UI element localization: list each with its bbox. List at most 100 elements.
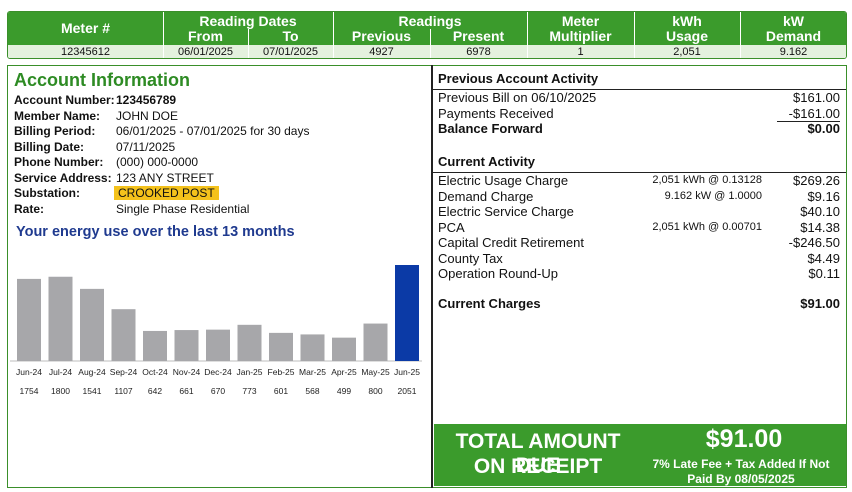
header-meter-number: Meter # [60, 20, 111, 36]
header-usage: Usage [665, 28, 709, 44]
bar-may-25 [363, 323, 388, 361]
header-present: Present [452, 28, 505, 44]
value-kwh-usage: 2,051 [673, 46, 701, 58]
line-label: Electric Service Charge [438, 204, 574, 219]
x-tick-label: Dec-24 [204, 367, 232, 377]
charge-row: Electric Service Charge $40.10 [438, 204, 840, 219]
payments-received-row: Payments Received -$161.00 [438, 105, 840, 122]
header-from: From [188, 28, 223, 44]
x-tick-label: Mar-25 [299, 367, 326, 377]
bar-value-label: 800 [368, 386, 382, 396]
bar-feb-25 [269, 332, 293, 361]
bar-value-label: 1107 [114, 386, 133, 396]
line-detail: 2,051 kWh @ 0.00701 [652, 220, 762, 233]
column-divider [248, 29, 249, 58]
energy-use-title: Your energy use over the last 13 months [16, 224, 295, 240]
charge-row: Capital Credit Retirement -$246.50 [438, 235, 840, 250]
bar-value-label: 1800 [51, 386, 70, 396]
column-divider [333, 12, 334, 58]
previous-bill-row: Previous Bill on 06/10/2025 $161.00 [438, 90, 840, 105]
line-label: Demand Charge [438, 188, 534, 204]
x-tick-label: Jan-25 [237, 367, 263, 377]
header-kw: kW [783, 13, 804, 29]
line-label: Electric Usage Charge [438, 173, 569, 188]
total-amount: $91.00 [705, 425, 783, 453]
charge-row: Operation Round-Up $0.11 [438, 266, 840, 281]
x-tick-label: Jun-25 [394, 367, 420, 377]
x-tick-label: Oct-24 [142, 367, 168, 377]
rate-value: Single Phase Residential [116, 201, 250, 216]
line-label: Balance Forward [438, 121, 543, 136]
charge-row: Demand Charge 9.162 kW @ 1.0000 $9.16 [438, 189, 840, 204]
bar-value-label: 1541 [83, 386, 102, 396]
line-label: Payments Received [438, 105, 554, 121]
bar-value-label: 601 [274, 386, 288, 396]
current-charges-amount: $91.00 [800, 296, 840, 311]
value-present: 6978 [466, 46, 491, 58]
header-demand: Demand [765, 28, 822, 44]
value-to: 07/01/2025 [262, 46, 319, 58]
info-label: Phone Number: [14, 155, 104, 169]
line-detail: 9.162 kW @ 1.0000 [664, 189, 762, 202]
line-label: PCA [438, 219, 465, 235]
info-label: Account Number: [14, 93, 115, 107]
bar-value-label: 773 [242, 386, 256, 396]
billing-activity-panel: Previous Account Activity Previous Bill … [431, 65, 847, 488]
value-from: 06/01/2025 [177, 46, 234, 58]
header-to: To [282, 28, 299, 44]
line-label: Previous Bill on 06/10/2025 [438, 90, 597, 105]
bar-value-label: 568 [305, 386, 319, 396]
header-kwh: kWh [672, 13, 702, 29]
line-label: Operation Round-Up [438, 266, 558, 281]
bar-jul-24 [48, 276, 73, 361]
account-information-panel: Account Information Account Number: 1234… [7, 65, 431, 488]
bar-value-label: 2051 [398, 386, 417, 396]
line-detail: 2,051 kWh @ 0.13128 [652, 174, 762, 186]
x-tick-label: May-25 [361, 367, 390, 377]
balance-forward-row: Balance Forward $0.00 [438, 121, 840, 136]
bar-sep-24 [111, 309, 136, 361]
meter-table-header [8, 12, 846, 45]
header-meter: Meter [561, 13, 600, 29]
value-kw-demand: 9.162 [779, 46, 808, 58]
energy-usage-bar-chart: Jun-24 1754 Jul-24 1800 Aug-24 1541 Sep-24 1107… [10, 265, 422, 396]
section-rule [432, 172, 846, 173]
bar-aug-24 [80, 288, 104, 361]
x-tick-label: Sep-24 [110, 367, 138, 377]
x-tick-label: Aug-24 [78, 367, 106, 377]
x-tick-label: Nov-24 [173, 367, 201, 377]
x-tick-label: Feb-25 [268, 367, 295, 377]
section-rule [432, 89, 846, 90]
value-meter-number: 12345612 [61, 46, 110, 58]
line-amount: -$246.50 [788, 235, 840, 250]
bar-oct-24 [143, 330, 167, 361]
header-previous: Previous [351, 28, 412, 44]
info-label: Billing Period: [14, 124, 96, 138]
value-multiplier: 1 [577, 46, 584, 58]
bar-dec-24 [206, 329, 230, 361]
total-amount-due-box: TOTAL AMOUNT DUE ON RECEIPT $91.00 7% La… [434, 424, 846, 486]
due-date-notice: Paid By 08/05/2025 [687, 472, 795, 486]
current-charges-row: Current Charges $91.00 [438, 296, 840, 311]
billing-period-value: 06/01/2025 - 07/01/2025 for 30 days [116, 124, 310, 138]
current-charges-label: Current Charges [438, 296, 541, 311]
current-activity-title: Current Activity [438, 154, 536, 169]
column-divider [740, 12, 741, 58]
line-amount: $9.16 [807, 188, 840, 204]
member-name-value: JOHN DOE [116, 108, 179, 123]
panel-divider [431, 65, 433, 488]
charge-row: County Tax $4.49 [438, 251, 840, 266]
bar-mar-25 [300, 334, 325, 361]
bar-jan-25 [237, 324, 262, 361]
account-information-title: Account Information [14, 70, 190, 90]
account-number-value: 123456789 [116, 93, 177, 107]
previous-activity-title: Previous Account Activity [438, 71, 599, 86]
column-divider [430, 29, 431, 58]
column-divider [527, 12, 528, 58]
charge-row: PCA 2,051 kWh @ 0.00701 $14.38 [438, 220, 840, 235]
total-due-label: TOTAL AMOUNT DUE [455, 430, 621, 477]
line-label: Capital Credit Retirement [438, 235, 584, 250]
bar-value-label: 499 [337, 386, 351, 396]
header-reading-dates: Reading Dates [199, 13, 297, 29]
header-multiplier: Multiplier [549, 28, 612, 44]
